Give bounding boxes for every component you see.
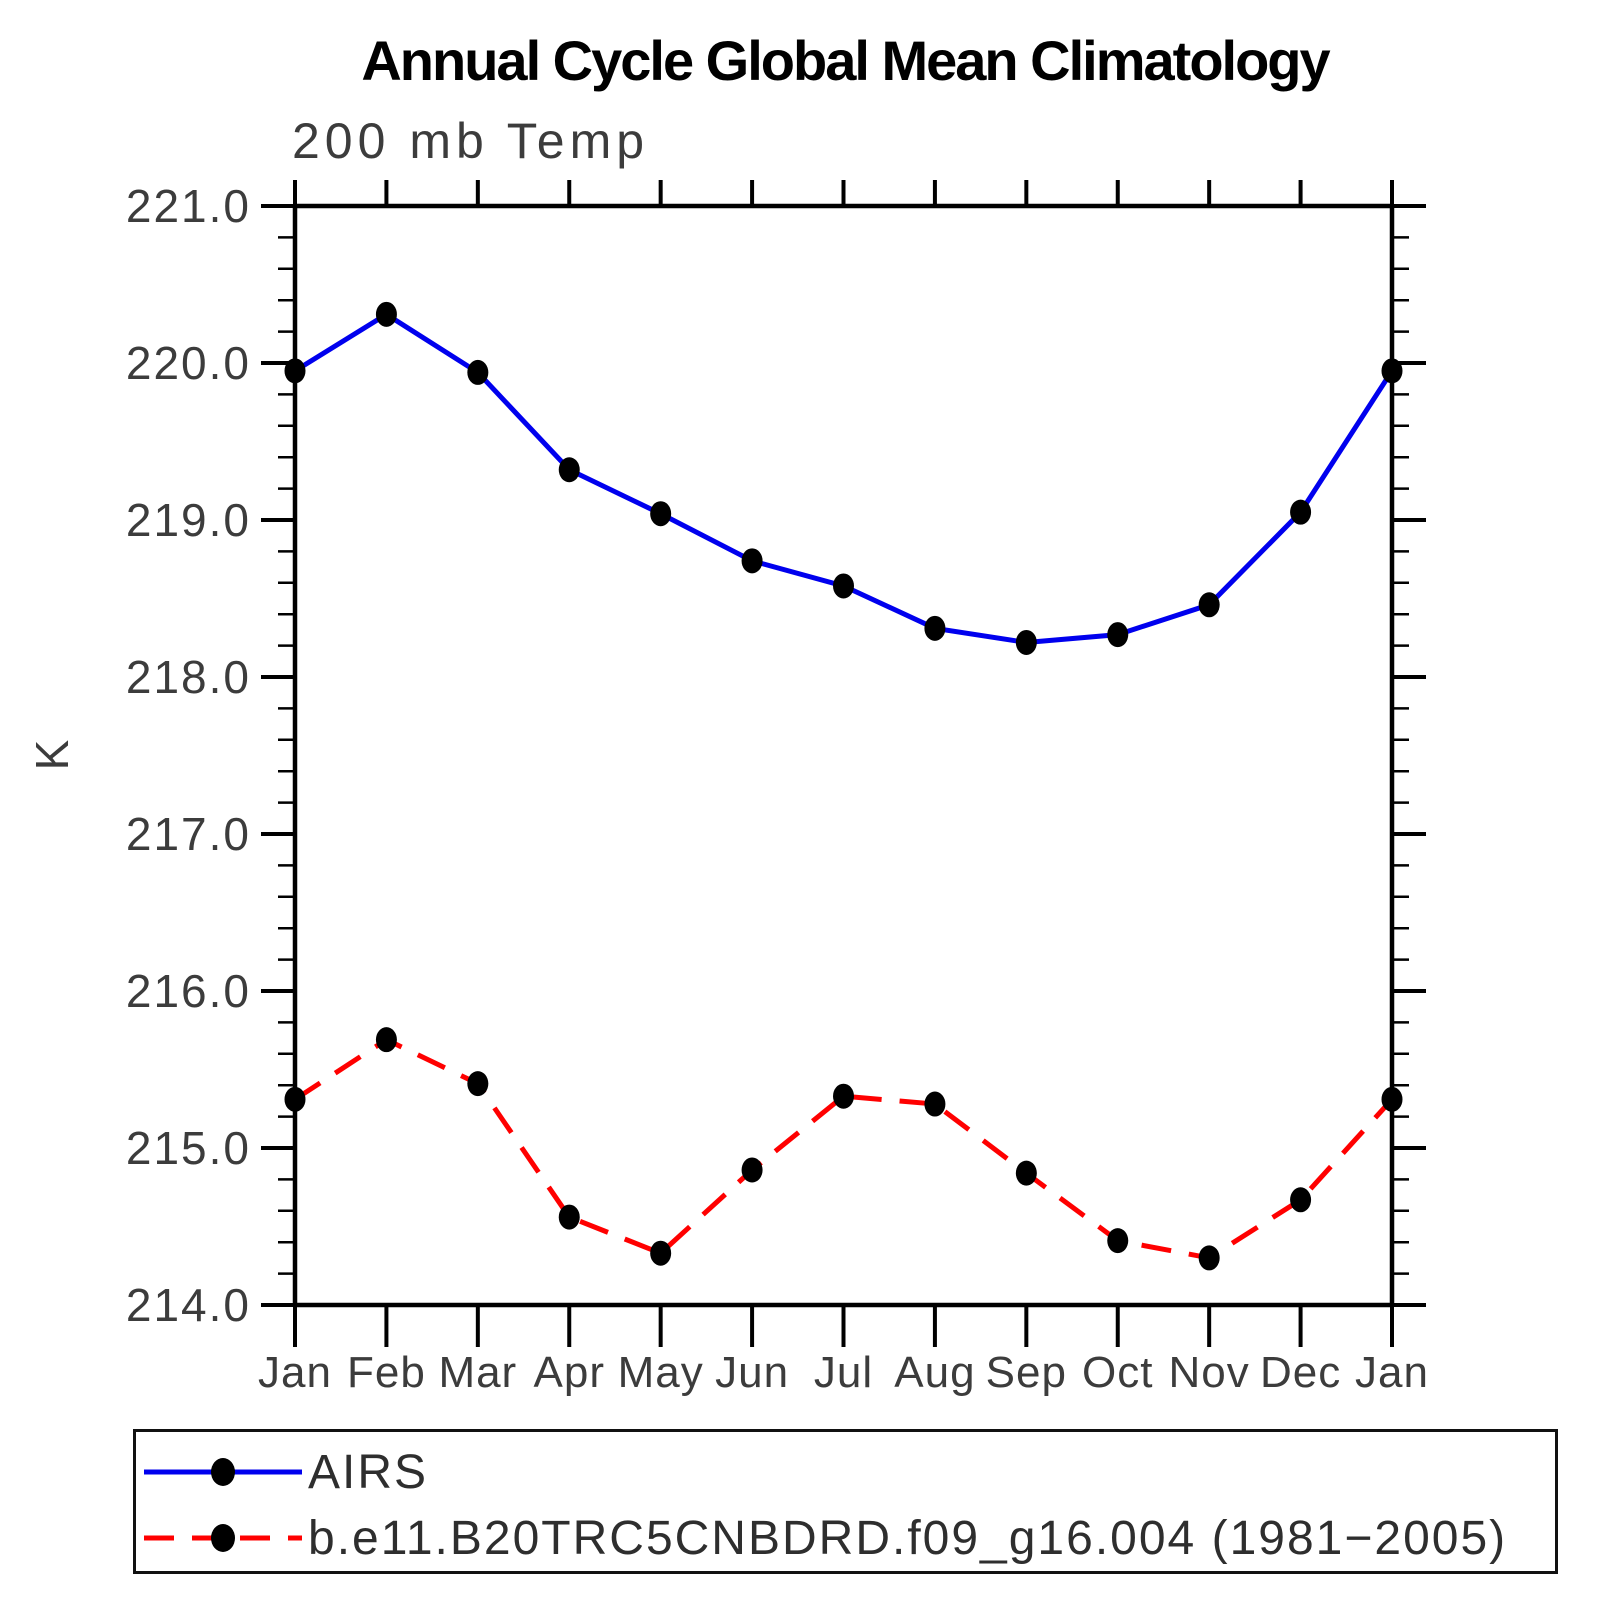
legend-label-airs: AIRS <box>308 1445 429 1499</box>
data-point-airs <box>1381 358 1403 384</box>
data-point-model <box>1381 1086 1403 1112</box>
data-point-model <box>284 1086 306 1112</box>
y-tick-label: 214.0 <box>126 1279 251 1331</box>
x-tick-label: Jul <box>814 1348 873 1397</box>
data-point-model <box>650 1240 672 1266</box>
y-tick-label: 218.0 <box>126 651 251 703</box>
data-point-airs <box>650 501 672 527</box>
y-tick-label: 215.0 <box>126 1122 251 1174</box>
data-point-airs <box>375 301 397 327</box>
data-point-airs <box>833 573 854 599</box>
data-point-model <box>375 1027 397 1053</box>
legend-box: AIRS b.e11.B20TRC5CNBDRD.f09_g16.004 (19… <box>133 1429 1558 1574</box>
x-tick-label: Jan <box>258 1348 332 1397</box>
x-tick-label: Apr <box>534 1348 605 1397</box>
x-tick-label: Jan <box>1355 1348 1429 1397</box>
x-tick-label: Oct <box>1082 1348 1153 1397</box>
y-tick-label: 221.0 <box>126 180 251 232</box>
x-tick-label: Nov <box>1169 1348 1250 1397</box>
data-point-airs <box>924 615 946 641</box>
legend-entry-airs: AIRS <box>140 1444 428 1500</box>
x-tick-label: Jun <box>715 1348 789 1397</box>
x-tick-label: Feb <box>347 1348 426 1397</box>
data-point-model <box>741 1157 763 1183</box>
data-point-model <box>467 1071 489 1097</box>
data-point-airs <box>467 359 489 385</box>
data-point-airs <box>1015 629 1037 655</box>
y-tick-label: 220.0 <box>126 337 251 389</box>
x-tick-label: Sep <box>986 1348 1067 1397</box>
data-point-airs <box>741 548 763 574</box>
data-point-airs <box>1198 592 1220 618</box>
series-line-model <box>293 1036 1394 1261</box>
data-point-model <box>558 1204 580 1230</box>
chart-title: Annual Cycle Global Mean Climatology <box>361 29 1330 92</box>
data-point-model <box>1015 1160 1037 1186</box>
legend-label-model: b.e11.B20TRC5CNBDRD.f09_g16.004 (1981−20… <box>308 1511 1508 1565</box>
legend-marker-dot <box>211 1524 235 1552</box>
data-point-model <box>1290 1187 1312 1213</box>
data-point-model <box>1107 1228 1129 1254</box>
x-tick-label: Mar <box>438 1348 517 1397</box>
data-point-model <box>924 1091 946 1117</box>
data-point-airs <box>284 358 306 384</box>
y-tick-label: 217.0 <box>126 808 251 860</box>
y-tick-label: 219.0 <box>126 494 251 546</box>
data-point-airs <box>558 457 580 483</box>
legend-line-marker-airs-icon <box>144 1458 302 1486</box>
data-point-airs <box>1290 499 1312 525</box>
data-point-model <box>1198 1245 1220 1271</box>
legend-line-marker-model-icon <box>144 1524 302 1552</box>
x-tick-label: May <box>618 1348 704 1397</box>
legend-marker-dot <box>211 1458 235 1486</box>
data-point-model <box>833 1083 854 1109</box>
chart-subtitle: 200 mb Temp <box>292 113 650 169</box>
data-point-airs <box>1107 622 1129 648</box>
x-tick-label: Aug <box>894 1348 975 1397</box>
legend-entry-model: b.e11.B20TRC5CNBDRD.f09_g16.004 (1981−20… <box>140 1510 1507 1566</box>
y-tick-label: 216.0 <box>126 965 251 1017</box>
x-tick-label: Dec <box>1260 1348 1341 1397</box>
